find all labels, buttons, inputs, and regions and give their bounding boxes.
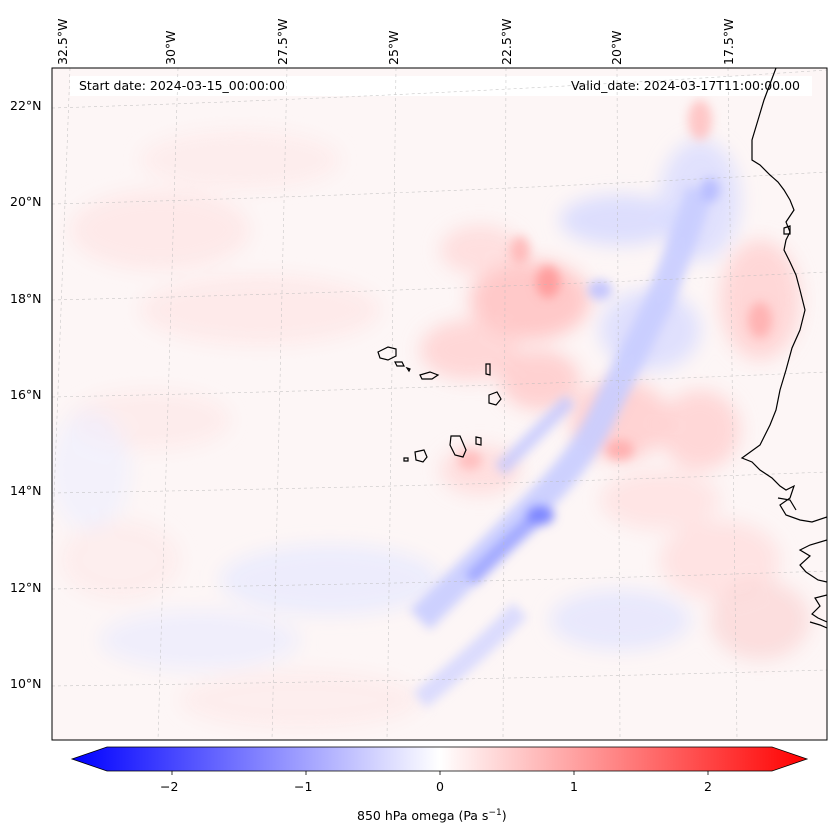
omega-field bbox=[52, 68, 827, 740]
cape-verde-islands bbox=[377, 346, 502, 463]
colorbar-label-text: 850 hPa omega (Pa s bbox=[357, 808, 489, 824]
colorbar-tick-2: 2 bbox=[704, 779, 712, 794]
colorbar bbox=[70, 746, 809, 775]
colorbar-tick-0: 0 bbox=[436, 779, 444, 794]
colorbar-tick-minus1: −1 bbox=[294, 779, 313, 794]
lat-label-20n: 20°N bbox=[10, 194, 42, 209]
africa-coastline bbox=[740, 68, 827, 629]
start-date-label: Start date: 2024-03-15_00:00:00 bbox=[79, 78, 285, 93]
lat-label-22n: 22°N bbox=[10, 98, 42, 113]
colorbar-label: 850 hPa omega (Pa s−1) bbox=[357, 808, 507, 823]
graticule bbox=[52, 68, 827, 740]
lon-label-30w: 30°W bbox=[163, 30, 178, 65]
lat-label-14n: 14°N bbox=[10, 483, 42, 498]
lat-label-12n: 12°N bbox=[10, 580, 42, 595]
lat-label-16n: 16°N bbox=[10, 387, 42, 402]
lat-label-18n: 18°N bbox=[10, 291, 42, 306]
lat-label-10n: 10°N bbox=[10, 676, 42, 691]
lon-label-27-5w: 27.5°W bbox=[275, 18, 290, 65]
colorbar-tick-minus2: −2 bbox=[160, 779, 179, 794]
colorbar-label-close: ) bbox=[501, 808, 507, 824]
lon-label-20w: 20°W bbox=[609, 30, 624, 65]
lon-label-32-5w: 32.5°W bbox=[55, 18, 70, 65]
map-frame bbox=[51, 67, 828, 741]
lon-label-17-5w: 17.5°W bbox=[721, 18, 736, 65]
valid-date-label: Valid_date: 2024-03-17T11:00:00.00 bbox=[570, 78, 800, 93]
colorbar-label-sup: −1 bbox=[488, 808, 502, 818]
colorbar-tick-1: 1 bbox=[570, 779, 578, 794]
lon-label-25w: 25°W bbox=[386, 30, 401, 65]
lon-label-22-5w: 22.5°W bbox=[499, 18, 514, 65]
